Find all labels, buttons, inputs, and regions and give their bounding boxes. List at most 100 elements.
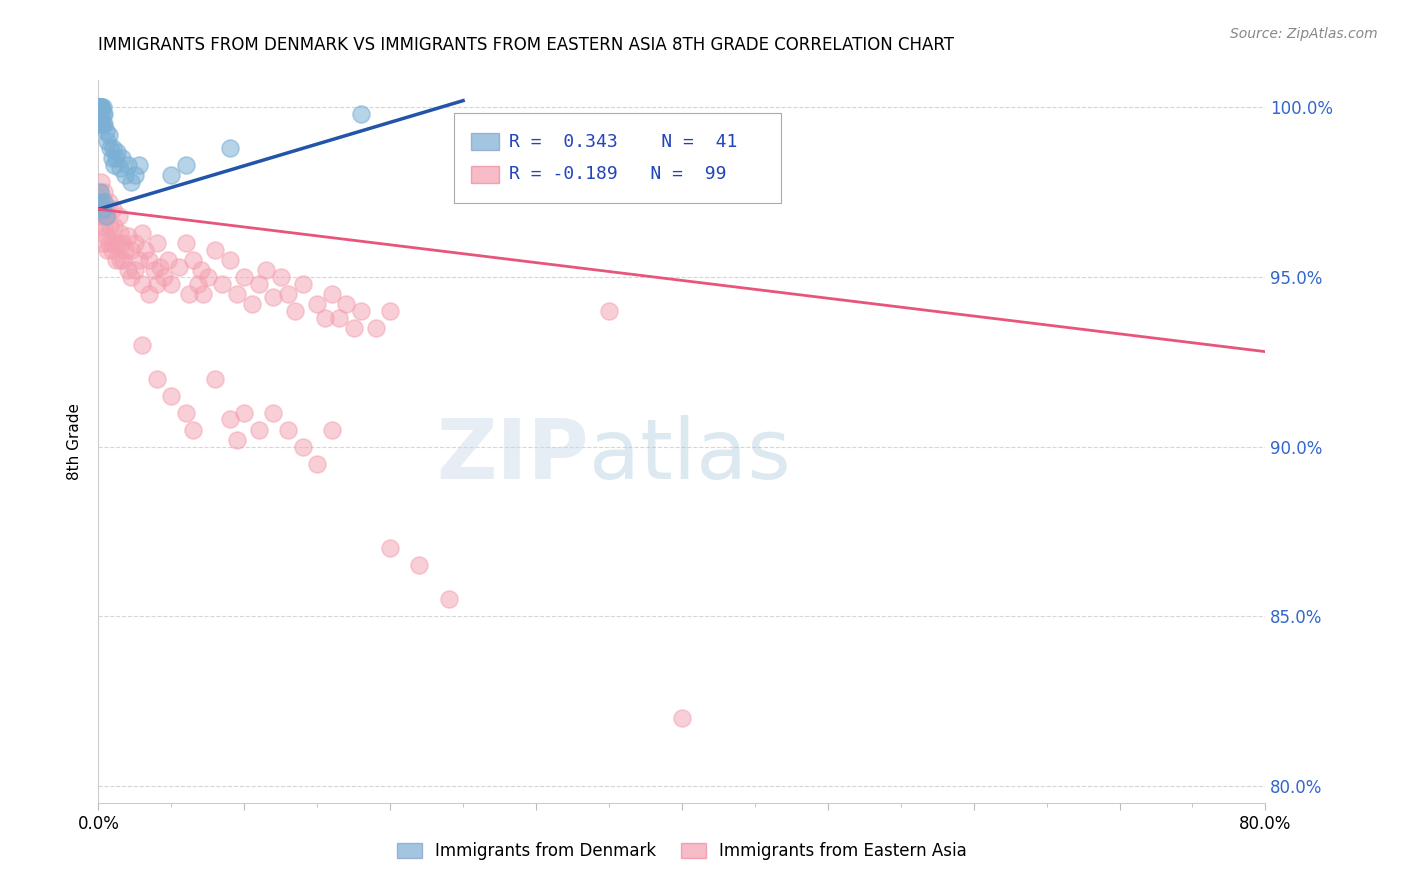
Point <box>91 107 114 121</box>
Point <box>89 100 111 114</box>
Point <box>100 151 122 165</box>
Point <box>89 100 111 114</box>
Point <box>98 219 121 234</box>
Point <box>671 711 693 725</box>
Text: atlas: atlas <box>589 416 790 497</box>
Point <box>314 310 336 325</box>
Point <box>100 243 122 257</box>
Text: ZIP: ZIP <box>436 416 589 497</box>
Point <box>174 236 197 251</box>
Point <box>350 304 373 318</box>
Point <box>134 243 156 257</box>
Point <box>110 161 132 176</box>
Legend: Immigrants from Denmark, Immigrants from Eastern Asia: Immigrants from Denmark, Immigrants from… <box>389 836 974 867</box>
Point <box>350 107 373 121</box>
Point <box>364 321 387 335</box>
Point <box>101 236 124 251</box>
Point <box>247 277 270 291</box>
Point <box>93 107 115 121</box>
Point <box>89 185 111 199</box>
Text: Source: ZipAtlas.com: Source: ZipAtlas.com <box>1230 27 1378 41</box>
Point <box>89 111 111 125</box>
Point <box>89 100 111 114</box>
Point <box>307 297 329 311</box>
Point <box>89 195 111 210</box>
Point <box>193 287 215 301</box>
Point <box>105 145 128 159</box>
Point <box>114 168 136 182</box>
Point <box>218 253 240 268</box>
Point <box>380 541 402 556</box>
Point <box>90 100 112 114</box>
Point <box>149 260 172 274</box>
Point <box>128 253 150 268</box>
Point <box>233 406 256 420</box>
Point <box>321 287 343 301</box>
Point <box>96 243 118 257</box>
Point <box>103 158 125 172</box>
Text: R = -0.189   N =  99: R = -0.189 N = 99 <box>509 165 727 183</box>
Point <box>94 202 117 217</box>
Point <box>90 192 112 206</box>
Point <box>153 270 176 285</box>
Point <box>197 270 219 285</box>
Point <box>131 338 153 352</box>
Point <box>160 389 183 403</box>
Point <box>117 158 139 172</box>
Point <box>598 304 620 318</box>
Point <box>96 209 118 223</box>
Point <box>142 263 165 277</box>
Point <box>262 290 284 304</box>
Point <box>254 263 277 277</box>
Point <box>174 406 197 420</box>
Point <box>117 229 139 244</box>
Point <box>124 236 146 251</box>
Point <box>284 304 307 318</box>
FancyBboxPatch shape <box>454 112 782 203</box>
Point <box>90 175 112 189</box>
Point <box>437 592 460 607</box>
Point <box>94 229 117 244</box>
Point <box>291 440 314 454</box>
Point <box>124 263 146 277</box>
Point <box>247 423 270 437</box>
Point <box>120 175 142 189</box>
Point <box>328 310 350 325</box>
Point <box>101 202 124 217</box>
Point <box>104 253 127 268</box>
Point <box>190 263 212 277</box>
Point <box>120 243 142 257</box>
Point <box>138 253 160 268</box>
Point <box>307 457 329 471</box>
Point <box>120 270 142 285</box>
Point <box>89 117 111 131</box>
Point <box>138 287 160 301</box>
Point <box>93 117 115 131</box>
Point <box>94 124 117 138</box>
Point <box>131 277 153 291</box>
Point <box>181 423 204 437</box>
Point <box>380 304 402 318</box>
Point <box>226 287 249 301</box>
Point <box>90 219 112 234</box>
Text: R =  0.343    N =  41: R = 0.343 N = 41 <box>509 133 738 151</box>
Point <box>103 219 125 234</box>
Point <box>110 253 132 268</box>
Point <box>160 277 183 291</box>
Point <box>108 209 131 223</box>
Point <box>204 372 226 386</box>
Point <box>89 209 111 223</box>
Point <box>277 423 299 437</box>
Point <box>91 236 114 251</box>
Point <box>96 134 118 148</box>
Point <box>91 117 114 131</box>
Point <box>174 158 197 172</box>
Point <box>91 202 114 217</box>
Point <box>233 270 256 285</box>
Point <box>91 100 114 114</box>
Point <box>91 209 114 223</box>
Point <box>167 260 190 274</box>
Point <box>105 236 128 251</box>
Point <box>160 168 183 182</box>
Point <box>211 277 233 291</box>
